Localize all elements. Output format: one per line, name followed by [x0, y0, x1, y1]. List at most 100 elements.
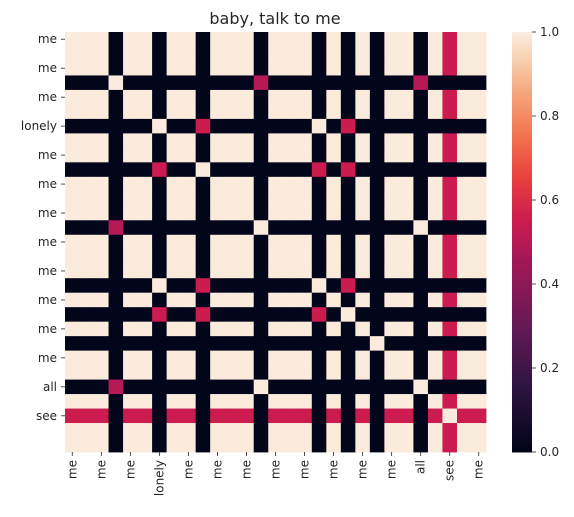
- heatmap-cell: [166, 191, 182, 207]
- heatmap-cell: [282, 32, 298, 47]
- heatmap-cell: [65, 220, 80, 236]
- heatmap-cell: [210, 307, 226, 323]
- heatmap-cell: [79, 133, 95, 149]
- heatmap-cell: [369, 263, 385, 279]
- heatmap-cell: [108, 104, 124, 120]
- heatmap-cell: [384, 133, 400, 149]
- heatmap-cell: [166, 408, 182, 424]
- heatmap-cell: [79, 147, 95, 163]
- colorbar-segment: [512, 280, 532, 285]
- heatmap-cell: [456, 104, 472, 120]
- heatmap-cell: [195, 350, 211, 366]
- heatmap-cell: [326, 437, 342, 453]
- heatmap-cell: [384, 249, 400, 265]
- heatmap-cell: [297, 147, 313, 163]
- chart-title: baby, talk to me: [209, 9, 340, 28]
- heatmap-cell: [311, 249, 327, 265]
- heatmap-cell: [398, 249, 414, 265]
- heatmap-cell: [326, 89, 342, 105]
- colorbar-segment: [512, 147, 532, 152]
- heatmap-cell: [471, 350, 487, 366]
- heatmap-cell: [181, 133, 197, 149]
- heatmap-cell: [427, 46, 443, 62]
- heatmap-cell: [123, 350, 138, 366]
- heatmap-cell: [369, 249, 385, 265]
- colorbar-segment: [512, 207, 532, 211]
- heatmap-cell: [398, 321, 414, 337]
- heatmap-cell: [268, 394, 284, 409]
- colorbar-segment: [512, 385, 532, 390]
- heatmap-cell: [224, 46, 240, 62]
- heatmap-cell: [210, 32, 226, 47]
- heatmap-cell: [282, 263, 298, 279]
- y-tick-label: me: [38, 32, 57, 46]
- x-tick-label: lonely: [152, 460, 166, 496]
- heatmap-cell: [471, 147, 487, 163]
- heatmap-cell: [413, 394, 429, 409]
- heatmap-cell: [384, 191, 400, 207]
- heatmap-cell: [195, 307, 211, 323]
- heatmap-cell: [282, 350, 298, 366]
- heatmap-cell: [65, 408, 80, 424]
- heatmap-cell: [384, 32, 400, 47]
- heatmap-cell: [340, 423, 356, 438]
- heatmap-cell: [268, 75, 284, 91]
- colorbar-segment: [512, 186, 532, 190]
- heatmap-cell: [413, 350, 429, 366]
- heatmap-cell: [65, 75, 80, 91]
- colorbar-segment: [512, 49, 532, 54]
- heatmap-cell: [224, 292, 240, 308]
- heatmap-cell: [442, 133, 458, 149]
- heatmap-cell: [152, 336, 168, 352]
- heatmap-cell: [152, 379, 168, 395]
- heatmap-cell: [384, 205, 400, 221]
- colorbar-segment: [512, 340, 532, 344]
- heatmap-cell: [137, 133, 153, 149]
- heatmap-cell: [442, 220, 458, 236]
- heatmap-cell: [253, 89, 269, 105]
- heatmap-cell: [210, 408, 226, 424]
- heatmap-cell: [369, 191, 385, 207]
- heatmap-cell: [471, 379, 487, 395]
- colorbar-segment: [512, 322, 532, 327]
- heatmap-cell: [195, 234, 211, 250]
- heatmap-cell: [471, 307, 487, 323]
- colorbar-segment: [512, 312, 532, 316]
- heatmap-cell: [398, 191, 414, 207]
- heatmap-cell: [369, 32, 385, 47]
- heatmap-cell: [355, 249, 371, 265]
- heatmap-cell: [65, 423, 80, 438]
- heatmap-cell: [442, 307, 458, 323]
- heatmap-cell: [181, 321, 197, 337]
- heatmap-cell: [79, 350, 95, 366]
- heatmap-cell: [65, 46, 80, 62]
- colorbar-segment: [512, 333, 532, 337]
- heatmap-cell: [181, 336, 197, 352]
- heatmap-cell: [123, 249, 138, 265]
- heatmap-cell: [282, 292, 298, 308]
- heatmap-cell: [79, 234, 95, 250]
- heatmap-cell: [166, 118, 182, 134]
- heatmap-cell: [152, 292, 168, 308]
- heatmap-cell: [181, 176, 197, 192]
- heatmap-cell: [79, 321, 95, 337]
- heatmap-cell: [398, 307, 414, 323]
- heatmap-cell: [282, 278, 298, 294]
- heatmap-cell: [340, 89, 356, 105]
- heatmap-cell: [152, 75, 168, 91]
- heatmap-cell: [65, 379, 80, 395]
- heatmap-cell: [94, 205, 109, 221]
- heatmap-cell: [384, 336, 400, 352]
- heatmap-cell: [282, 437, 298, 453]
- heatmap-cell: [355, 104, 371, 120]
- heatmap-cell: [94, 118, 109, 134]
- heatmap-cell: [152, 118, 168, 134]
- heatmap-cell: [326, 60, 342, 76]
- heatmap-cell: [166, 162, 182, 178]
- heatmap-cell: [268, 104, 284, 120]
- colorbar-segment: [512, 140, 532, 145]
- heatmap-cell: [471, 46, 487, 62]
- heatmap-cell: [427, 307, 443, 323]
- heatmap-cell: [471, 249, 487, 265]
- heatmap-cell: [239, 147, 255, 163]
